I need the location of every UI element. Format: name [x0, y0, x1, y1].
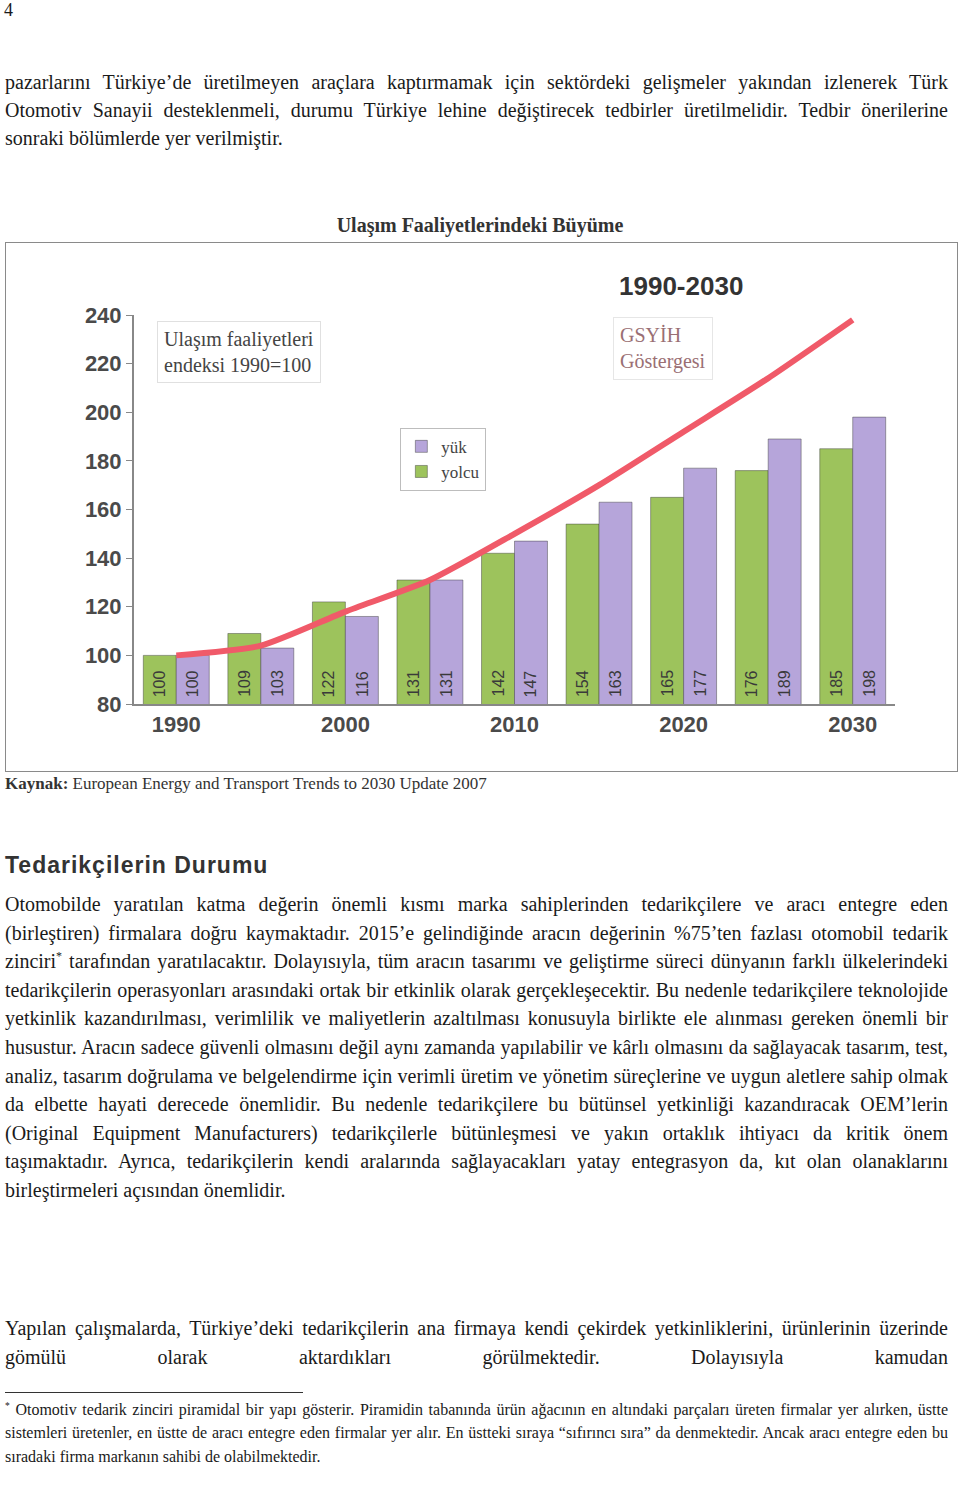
svg-text:120: 120 [85, 594, 122, 619]
svg-text:1990-2030: 1990-2030 [619, 271, 743, 301]
svg-text:103: 103 [269, 670, 286, 697]
html-text:*Otomotiv tedarik zinciri pira: *Otomotiv tedarik zinciri piramidal bir … [5, 1399, 948, 1465]
html-text:Ulaşım Faaliyetlerindeki Büyüm: Ulaşım Faaliyetlerindeki Büyüme [336, 214, 624, 236]
svg-text:109: 109 [236, 670, 253, 697]
svg-text:189: 189 [776, 670, 793, 697]
svg-text:198: 198 [861, 670, 878, 697]
svg-text:116: 116 [354, 671, 371, 697]
svg-text:2010: 2010 [490, 712, 539, 737]
svg-text:2000: 2000 [321, 712, 370, 737]
svg-text:Ulaşım faaliyetleriendeksi 199: Ulaşım faaliyetleriendeksi 1990=100 [164, 328, 314, 376]
svg-text:140: 140 [85, 546, 122, 571]
svg-text:154: 154 [574, 670, 591, 697]
svg-text:160: 160 [85, 497, 122, 522]
html-text:pazarlarını Türkiye’de üretilm: pazarlarını Türkiye’de üretilmeyen araçl… [5, 71, 948, 149]
svg-text:220: 220 [85, 351, 122, 376]
svg-text:131: 131 [438, 670, 455, 697]
svg-text:100: 100 [151, 670, 168, 697]
svg-text:177: 177 [692, 670, 709, 697]
svg-text:240: 240 [85, 303, 122, 328]
svg-text:147: 147 [522, 671, 539, 698]
svg-text:2020: 2020 [659, 712, 708, 737]
svg-text:100: 100 [184, 670, 201, 697]
html-text:Tedarikçilerin Durumu: Tedarikçilerin Durumu [5, 852, 269, 878]
svg-text:163: 163 [607, 670, 624, 697]
html-text:Yapılan çalışmalarda, Türkiye’: Yapılan çalışmalarda, Türkiye’deki tedar… [5, 1317, 948, 1368]
svg-text:122: 122 [320, 671, 337, 698]
svg-text:100: 100 [85, 643, 122, 668]
svg-text:2030: 2030 [828, 712, 877, 737]
svg-text:yolcu: yolcu [441, 463, 479, 482]
svg-text:200: 200 [85, 400, 122, 425]
svg-text:131: 131 [405, 670, 422, 697]
svg-text:142: 142 [490, 670, 507, 697]
svg-text:180: 180 [85, 449, 122, 474]
svg-text:GSYİHGöstergesi: GSYİHGöstergesi [620, 324, 706, 373]
html-text:Kaynak: European Energy and Tr: Kaynak: European Energy and Transport Tr… [5, 774, 487, 793]
svg-text:176: 176 [743, 670, 760, 697]
html-text:Otomobilde yaratılan katma değ: Otomobilde yaratılan katma değerin öneml… [5, 893, 948, 1201]
svg-text:185: 185 [828, 670, 845, 697]
svg-text:80: 80 [97, 692, 121, 717]
svg-text:1990: 1990 [152, 712, 201, 737]
html-text:4: 4 [4, 0, 13, 20]
svg-text:yük: yük [441, 438, 467, 457]
svg-text:165: 165 [659, 670, 676, 697]
